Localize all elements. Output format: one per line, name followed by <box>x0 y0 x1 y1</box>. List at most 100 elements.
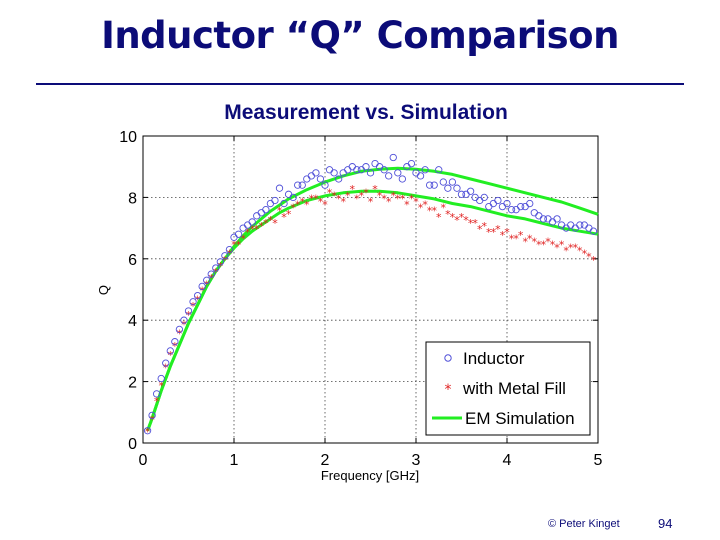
metal-fill-point: * <box>340 195 346 208</box>
metal-fill-point: * <box>545 235 551 248</box>
metal-fill-point: * <box>363 186 369 199</box>
simulation-curve-3 <box>146 189 599 432</box>
metal-fill-point: * <box>350 183 356 196</box>
inductor-point <box>157 374 165 383</box>
inductor-point <box>257 209 265 217</box>
inductor-point <box>462 190 470 198</box>
metal-fill-point: * <box>204 278 210 291</box>
x-tick-label: 4 <box>503 452 512 469</box>
y-tick-label: 0 <box>128 436 137 453</box>
inductor-point <box>503 199 511 208</box>
metal-fill-point: * <box>591 254 597 267</box>
metal-fill-point: * <box>313 192 319 205</box>
metal-fill-point: * <box>286 208 292 221</box>
metal-fill-point: * <box>445 208 451 221</box>
inductor-point <box>425 181 434 189</box>
inductor-point <box>507 206 516 214</box>
inductor-point <box>526 199 534 208</box>
grid-lines <box>143 136 598 443</box>
metal-fill-point: * <box>459 211 465 224</box>
metal-fill-point: * <box>290 202 296 215</box>
metal-fill-point: * <box>536 238 542 251</box>
inductor-point <box>325 166 334 174</box>
inductor-point <box>248 218 256 226</box>
inductor-point <box>344 166 352 174</box>
metal-fill-point: * <box>472 217 478 230</box>
metal-fill-point: * <box>327 186 333 199</box>
inductor-point <box>389 153 397 162</box>
y-tick-label: 2 <box>128 375 137 392</box>
metal-fill-point: * <box>259 220 265 233</box>
metal-fill-point: * <box>463 214 469 227</box>
metal-fill-point: * <box>554 242 560 255</box>
inductor-point <box>266 199 275 208</box>
inductor-point <box>480 193 488 202</box>
metal-fill-point: * <box>281 211 287 224</box>
inductor-point <box>198 282 206 291</box>
slide-title: Inductor “Q” Comparison <box>101 14 619 57</box>
inductor-point <box>535 212 543 220</box>
inductor-point <box>353 166 361 174</box>
metal-fill-point: * <box>304 199 310 212</box>
metal-fill-point: * <box>359 189 365 202</box>
metal-fill-point: * <box>427 205 433 218</box>
metal-fill-point: * <box>431 205 437 218</box>
inductor-point <box>171 338 179 346</box>
metal-fill-point: * <box>482 220 488 233</box>
metal-fill-point: * <box>368 195 374 208</box>
metal-fill-point: * <box>195 294 201 307</box>
metal-fill-point: * <box>477 223 483 236</box>
inductor-point <box>548 218 557 226</box>
inductor-point <box>430 181 438 189</box>
inductor-point <box>435 166 443 174</box>
metal-fill-point: * <box>249 223 255 236</box>
metal-fill-point: * <box>209 272 215 285</box>
metal-fill-point: * <box>568 242 574 255</box>
inductor-point <box>366 169 375 177</box>
metal-fill-point: * <box>527 232 533 245</box>
inductor-point <box>225 245 234 254</box>
metal-fill-point: * <box>513 232 519 245</box>
metal-fill-point: * <box>158 380 164 393</box>
inductor-point <box>152 390 161 398</box>
inductor-point <box>567 221 575 229</box>
inductor-point <box>162 359 170 367</box>
metal-fill-point: * <box>495 223 501 236</box>
metal-fill-point: * <box>582 248 588 261</box>
inductor-point <box>189 298 197 306</box>
metal-fill-point: * <box>354 192 360 205</box>
metal-fill-point: * <box>541 238 547 251</box>
chart-title: Measurement vs. Simulation <box>224 101 508 124</box>
inductor-point <box>512 206 520 214</box>
x-tick-label: 1 <box>230 452 239 469</box>
axis-ticks: 0 1 2 3 4 5 0 2 4 6 8 10 <box>119 129 602 469</box>
inductor-point <box>148 411 156 420</box>
metal-fill-point: * <box>559 238 565 251</box>
metal-fill-point: * <box>563 245 569 258</box>
inductor-point <box>580 221 588 229</box>
metal-fill-point: * <box>190 300 196 313</box>
inductor-point <box>521 202 529 211</box>
inductor-point <box>348 163 356 171</box>
metal-fill-point: * <box>422 199 428 212</box>
metal-fill-point: * <box>272 217 278 230</box>
inductor-point <box>544 215 552 223</box>
data-series: *********** ** * * * * * ** * * * * * * * * ** * * * * * * * * * *… <box>143 153 599 439</box>
metal-fill-point: * <box>199 285 205 298</box>
legend-label-metal-fill: with Metal Fill <box>462 379 566 398</box>
legend: Inductor * with Metal Fill EM Simulation <box>425 341 591 436</box>
metal-fill-point: * <box>277 205 283 218</box>
metal-fill-point: * <box>345 189 351 202</box>
inductor-point <box>576 221 584 229</box>
metal-fill-point: * <box>500 229 506 242</box>
inductor-point <box>312 169 320 177</box>
inductor-point <box>330 169 338 177</box>
legend-marker-inductor <box>444 354 452 362</box>
metal-fill-point: * <box>268 214 274 227</box>
metal-fill-point: * <box>145 426 151 439</box>
plot-frame <box>142 135 599 444</box>
inductor-point <box>453 184 461 192</box>
inductor-point <box>262 206 270 214</box>
x-tick-label: 5 <box>594 452 603 469</box>
metal-fill-point: * <box>163 361 169 374</box>
